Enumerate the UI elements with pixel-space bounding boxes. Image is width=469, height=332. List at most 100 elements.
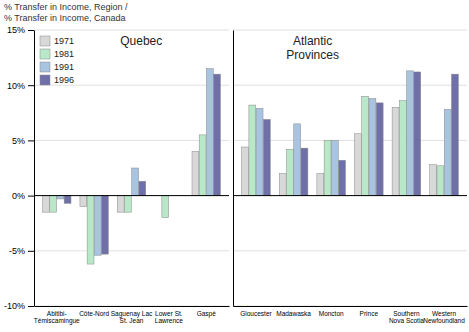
y-tick: -5%: [9, 246, 34, 256]
bar: [214, 74, 221, 195]
x-tick-label-line: Nova Scotia: [389, 317, 424, 324]
y-axis-label-line: % Transfer in Income, Region /: [4, 2, 128, 12]
x-tick: Abitibi-Témiscamingue: [34, 306, 80, 325]
bar: [117, 196, 124, 213]
x-axis: Abitibi-TémiscamingueCôte-NordSaguenay L…: [34, 306, 230, 325]
bar: [294, 124, 301, 196]
panel-title-line: Atlantic: [293, 34, 332, 48]
y-tick-label: 0%: [12, 191, 25, 201]
bar: [324, 140, 331, 195]
y-tick-label: 5%: [12, 136, 25, 146]
bar-series: [256, 71, 451, 196]
legend: 1971 1981 1991 1996: [40, 36, 74, 85]
bar: [199, 135, 206, 196]
bar-series: [43, 151, 199, 212]
grid: [34, 30, 229, 306]
y-tick-mark: [28, 30, 34, 31]
y-tick-label: 10%: [7, 81, 25, 91]
x-axis-line: [35, 306, 230, 307]
bar: [355, 134, 362, 196]
x-tick-label-line: Lawrence: [155, 317, 184, 324]
x-tick-label-line: Gaspé: [197, 310, 217, 318]
grid-line: [233, 306, 467, 307]
bar: [407, 71, 414, 196]
bar: [362, 96, 369, 195]
y-tick: 15%: [7, 25, 34, 35]
legend-item: 1971: [40, 36, 74, 46]
legend-item: 1981: [40, 49, 74, 59]
x-tick-label-line: Abitibi-: [47, 310, 67, 317]
bar: [206, 69, 213, 196]
bar: [339, 160, 346, 195]
x-tick-label: Moncton: [319, 310, 344, 317]
y-tick: -10%: [4, 301, 34, 311]
bar: [451, 74, 458, 195]
x-axis-line: [234, 306, 468, 307]
grid-line: [233, 85, 467, 86]
x-tick-label: Saguenay LacSt. Jean: [111, 310, 153, 324]
y-tick-label: -5%: [9, 246, 25, 256]
x-tick-label-line: Madawaska: [276, 310, 311, 317]
bar: [50, 196, 57, 213]
x-tick: Côte-Nord: [79, 306, 109, 317]
x-tick-label-line: St. Jean: [120, 317, 144, 324]
bar: [287, 149, 294, 195]
grid-line: [34, 30, 229, 31]
x-tick: Saguenay LacSt. Jean: [111, 306, 153, 324]
panel-title-line: Provinces: [286, 48, 339, 62]
bar: [124, 196, 131, 213]
y-tick-mark: [28, 306, 34, 307]
bar: [444, 109, 451, 195]
panel-title: Quebec: [120, 34, 162, 48]
grid-line: [34, 250, 229, 251]
bar: [87, 196, 94, 264]
x-tick-label-line: Moncton: [319, 310, 344, 317]
y-axis-line: [34, 31, 35, 307]
x-tick: Gloucester: [240, 306, 272, 317]
bar: [43, 196, 50, 213]
x-tick-label: SouthernNova Scotia: [389, 310, 424, 324]
x-tick-label: Lower St.Lawrence: [155, 310, 184, 324]
bar: [102, 196, 109, 255]
grid-line: [233, 250, 467, 251]
legend-item: 1996: [40, 75, 74, 85]
x-tick: Prince: [360, 306, 379, 317]
grid-line: [34, 195, 229, 196]
grid-line: [233, 30, 467, 31]
x-tick: WesternNewfoundland: [423, 306, 465, 324]
panel-title-line: Quebec: [120, 34, 162, 48]
grid: [233, 30, 467, 306]
y-axis: [233, 31, 234, 307]
zero-line: [233, 195, 467, 196]
x-tick-label: Madawaska: [276, 310, 311, 317]
x-tick-label: Abitibi-Témiscamingue: [34, 310, 80, 325]
bar-series: [263, 72, 458, 196]
legend-item: 1991: [40, 62, 74, 72]
bar-series: [57, 69, 213, 256]
x-tick-label-line: Newfoundland: [423, 317, 465, 324]
bar: [317, 174, 324, 196]
x-axis: Gloucester Madawaska Moncton Prince Southern…: [234, 306, 468, 324]
legend-label: 1991: [54, 62, 74, 72]
legend-label: 1996: [54, 75, 74, 85]
panel-title: AtlanticProvinces: [286, 34, 339, 62]
y-tick: 5%: [12, 136, 34, 146]
bars: [43, 69, 221, 264]
grid-line: [34, 306, 229, 307]
chart: % Transfer in Income, Region /% Transfer…: [0, 0, 469, 332]
bar: [80, 196, 87, 207]
bar: [369, 98, 376, 195]
x-tick: Moncton: [319, 306, 344, 317]
bar-series: [50, 135, 206, 264]
bar: [162, 196, 169, 218]
bar: [399, 101, 406, 196]
y-tick-mark: [28, 85, 34, 86]
legend-swatch: [40, 36, 50, 46]
x-tick-label: Prince: [360, 310, 379, 317]
x-tick-label: Gaspé: [197, 310, 217, 318]
y-tick-label: 15%: [7, 25, 25, 35]
bar-series: [64, 74, 220, 254]
grid-line: [233, 195, 467, 196]
bars: [242, 71, 459, 196]
y-tick-mark: [28, 196, 34, 197]
